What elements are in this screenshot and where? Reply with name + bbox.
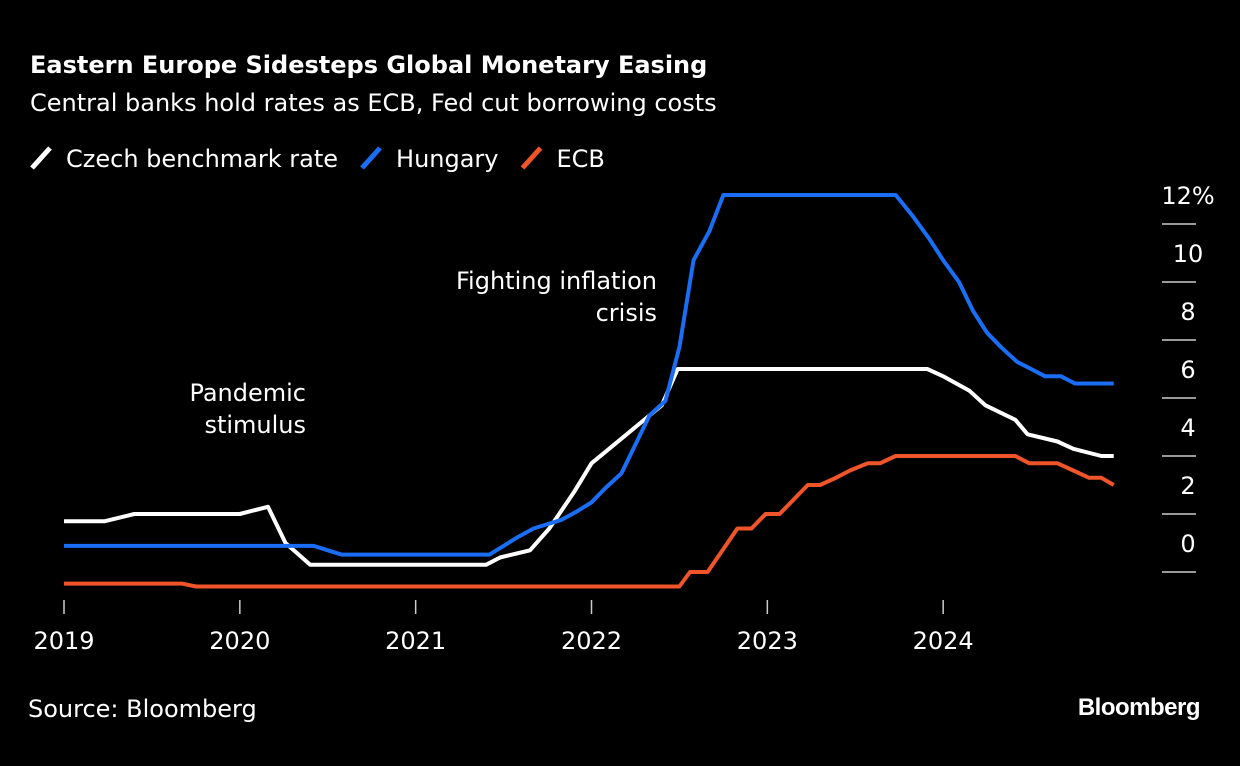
legend-swatch	[520, 146, 543, 170]
y-tick-label: 12%	[1161, 182, 1214, 210]
logo: Bloomberg	[1078, 694, 1200, 721]
series-line	[64, 193, 1114, 557]
chart-title: Eastern Europe Sidesteps Global Monetary…	[30, 51, 707, 79]
legend-label: Hungary	[396, 145, 498, 173]
y-tick-label: 2	[1180, 472, 1195, 500]
legend-label: ECB	[557, 145, 605, 173]
series-line	[64, 367, 1114, 567]
chart-subtitle: Central banks hold rates as ECB, Fed cut…	[30, 89, 717, 117]
y-tick-label: 0	[1180, 530, 1195, 558]
source: Source: Bloomberg	[28, 695, 257, 723]
y-tick-label: 4	[1180, 414, 1195, 442]
y-tick-label: 6	[1180, 356, 1195, 384]
y-tick-label: 10	[1173, 240, 1204, 268]
annotation: crisis	[596, 299, 657, 327]
x-tick-label: 2024	[913, 627, 974, 655]
legend-swatch	[360, 146, 382, 170]
annotation: Fighting inflation	[456, 267, 657, 295]
legend-label: Czech benchmark rate	[66, 145, 338, 173]
annotation: stimulus	[204, 411, 306, 439]
y-tick-label: 8	[1180, 298, 1195, 326]
legend-swatch	[30, 146, 52, 170]
x-tick-label: 2021	[385, 627, 446, 655]
x-tick-label: 2023	[737, 627, 798, 655]
annotation: Pandemic	[189, 379, 306, 407]
x-tick-label: 2020	[209, 627, 270, 655]
x-tick-label: 2022	[561, 627, 622, 655]
series-line	[64, 454, 1115, 589]
x-tick-label: 2019	[33, 627, 94, 655]
